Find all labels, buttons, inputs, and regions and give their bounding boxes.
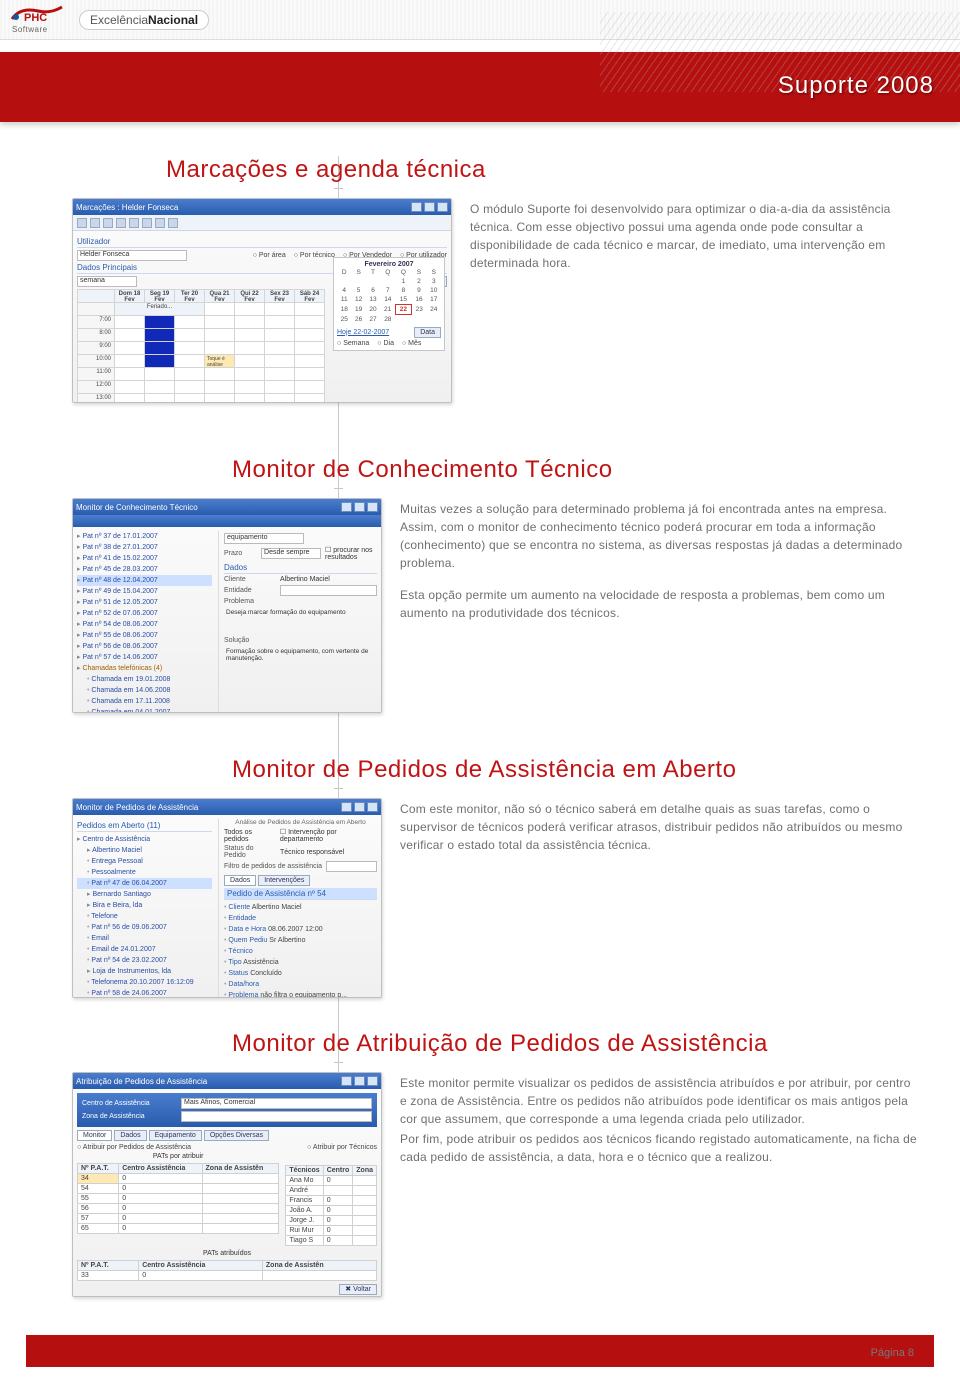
section-title: Monitor de Conhecimento Técnico xyxy=(232,456,920,484)
tecnicos-table[interactable]: TécnicosCentroZona Ana Mo0 André Francis… xyxy=(285,1165,377,1246)
footer-band xyxy=(26,1335,934,1367)
zona-select[interactable] xyxy=(181,1111,372,1122)
window-title: Marcações : Helder Fonseca xyxy=(76,203,178,212)
user-dropdown[interactable]: Helder Fonseca xyxy=(77,250,187,261)
page-number: Página 8 xyxy=(871,1347,914,1359)
section-paragraph: Muitas vezes a solução para determinado … xyxy=(400,498,920,572)
table2-title: PATs atribuídos xyxy=(77,1250,377,1257)
section-title: Marcações e agenda técnica xyxy=(166,156,920,184)
section-conhecimento: Monitor de Conhecimento Técnico Monitor … xyxy=(72,456,920,713)
section-pedidos-aberto: Monitor de Pedidos de Assistência em Abe… xyxy=(72,756,920,998)
tagline-light: Excelência xyxy=(90,13,148,27)
window-title: Atribuição de Pedidos de Assistência xyxy=(76,1077,207,1086)
section-paragraph: Este monitor permite visualizar os pedid… xyxy=(400,1072,920,1128)
table1-title: PATs por atribuir xyxy=(77,1153,279,1160)
pats-atribuidos-table[interactable]: Nº P.A.T.Centro AssistênciaZona de Assis… xyxy=(77,1260,377,1281)
hero-title: Suporte 2008 xyxy=(778,72,934,100)
screenshot-agenda: Marcações : Helder Fonseca Utilizador He… xyxy=(72,198,452,403)
requests-tree[interactable]: Centro de Assistência Albertino Maciel E… xyxy=(77,834,212,998)
analysis-header: Análise de Pedidos de Assistência em Abe… xyxy=(224,819,377,826)
section-atribuicao: Monitor de Atribuição de Pedidos de Assi… xyxy=(72,1030,920,1297)
window-titlebar: Marcações : Helder Fonseca xyxy=(73,199,451,215)
centro-select[interactable]: Mais Afinos, Comercial xyxy=(181,1098,372,1109)
window-title: Monitor de Conhecimento Técnico xyxy=(76,503,198,512)
solucao-textarea[interactable]: Formação sobre o equipamento, com verten… xyxy=(224,646,377,670)
window-buttons[interactable] xyxy=(341,502,378,512)
screenshot-atribuicao: Atribuição de Pedidos de Assistência Cen… xyxy=(72,1072,382,1297)
tab-dados[interactable]: Dados xyxy=(224,875,256,886)
search-equip-input[interactable]: equipamento xyxy=(224,533,304,544)
window-titlebar: Monitor de Pedidos de Assistência xyxy=(73,799,381,815)
tab-opcoes[interactable]: Opções Diversas xyxy=(204,1130,269,1141)
period-select[interactable]: semana xyxy=(77,276,137,287)
tab-equip[interactable]: Equipamento xyxy=(149,1130,202,1141)
request-card-title: Pedido de Assistência nº 54 xyxy=(224,888,377,900)
assign-mode-radios[interactable]: Atribuir por Pedidos de Assistência Atri… xyxy=(77,1144,377,1151)
hero-band: Suporte 2008 xyxy=(0,52,960,122)
section-title: Monitor de Atribuição de Pedidos de Assi… xyxy=(232,1030,920,1058)
tab-monitor[interactable]: Monitor xyxy=(77,1130,112,1141)
tree-header: Pedidos em Aberto (11) xyxy=(77,821,212,832)
section-paragraph: O módulo Suporte foi desenvolvido para o… xyxy=(470,198,920,272)
pats-por-atribuir-table[interactable]: Nº P.A.T.Centro AssistênciaZona de Assis… xyxy=(77,1163,279,1234)
knowledge-tree[interactable]: Pat nº 37 de 17.01.2007 Pat nº 38 de 27.… xyxy=(77,531,212,713)
window-buttons[interactable] xyxy=(341,1076,378,1086)
section-paragraph: Esta opção permite um aumento na velocid… xyxy=(400,584,920,622)
section-paragraph: Com este monitor, não só o técnico saber… xyxy=(400,798,920,854)
window-title: Monitor de Pedidos de Assistência xyxy=(76,803,198,812)
data-button[interactable]: Data xyxy=(414,327,441,338)
screenshot-conhecimento: Monitor de Conhecimento Técnico Pat nº 3… xyxy=(72,498,382,713)
window-titlebar: Monitor de Conhecimento Técnico xyxy=(73,499,381,515)
window-titlebar: Atribuição de Pedidos de Assistência xyxy=(73,1073,381,1089)
screenshot-pedidos-aberto: Monitor de Pedidos de Assistência Pedido… xyxy=(72,798,382,998)
problema-textarea[interactable]: Deseja marcar formação do equipamento xyxy=(224,607,377,631)
today-link[interactable]: Hoje 22-02-2007 xyxy=(337,329,410,336)
weekly-calendar-grid[interactable]: Dom 18 Fev Seg 19 Fev Ter 20 Fev Qua 21 … xyxy=(77,289,325,403)
window-toolbar[interactable] xyxy=(73,215,451,231)
group-utilizador: Utilizador xyxy=(77,237,447,248)
tab-dados[interactable]: Dados xyxy=(114,1130,146,1141)
logo-swoosh-icon: PHC xyxy=(10,5,65,27)
window-buttons[interactable] xyxy=(341,802,378,812)
section-paragraph: Por fim, pode atribuir os pedidos aos té… xyxy=(400,1128,920,1166)
filter-input[interactable] xyxy=(326,861,377,872)
voltar-button[interactable]: ✖ Voltar xyxy=(339,1284,377,1295)
prazo-select[interactable]: Desde sempre xyxy=(261,548,321,559)
svg-text:PHC: PHC xyxy=(24,12,47,24)
tab-intervencoes[interactable]: Intervenções xyxy=(258,875,310,886)
window-buttons[interactable] xyxy=(411,202,448,212)
section-title: Monitor de Pedidos de Assistência em Abe… xyxy=(232,756,920,784)
scope-radios[interactable]: Semana Dia Mês xyxy=(337,340,441,347)
mini-month-calendar[interactable]: Fevereiro 2007 DSTQQSS 123 45678910 1112… xyxy=(333,257,445,351)
tagline-bold: Nacional xyxy=(148,13,198,27)
brand-logo: PHC Software xyxy=(10,5,65,34)
tagline-badge: ExcelênciaNacional xyxy=(79,10,209,30)
section-agenda: Marcações e agenda técnica Marcações : H… xyxy=(72,156,920,403)
